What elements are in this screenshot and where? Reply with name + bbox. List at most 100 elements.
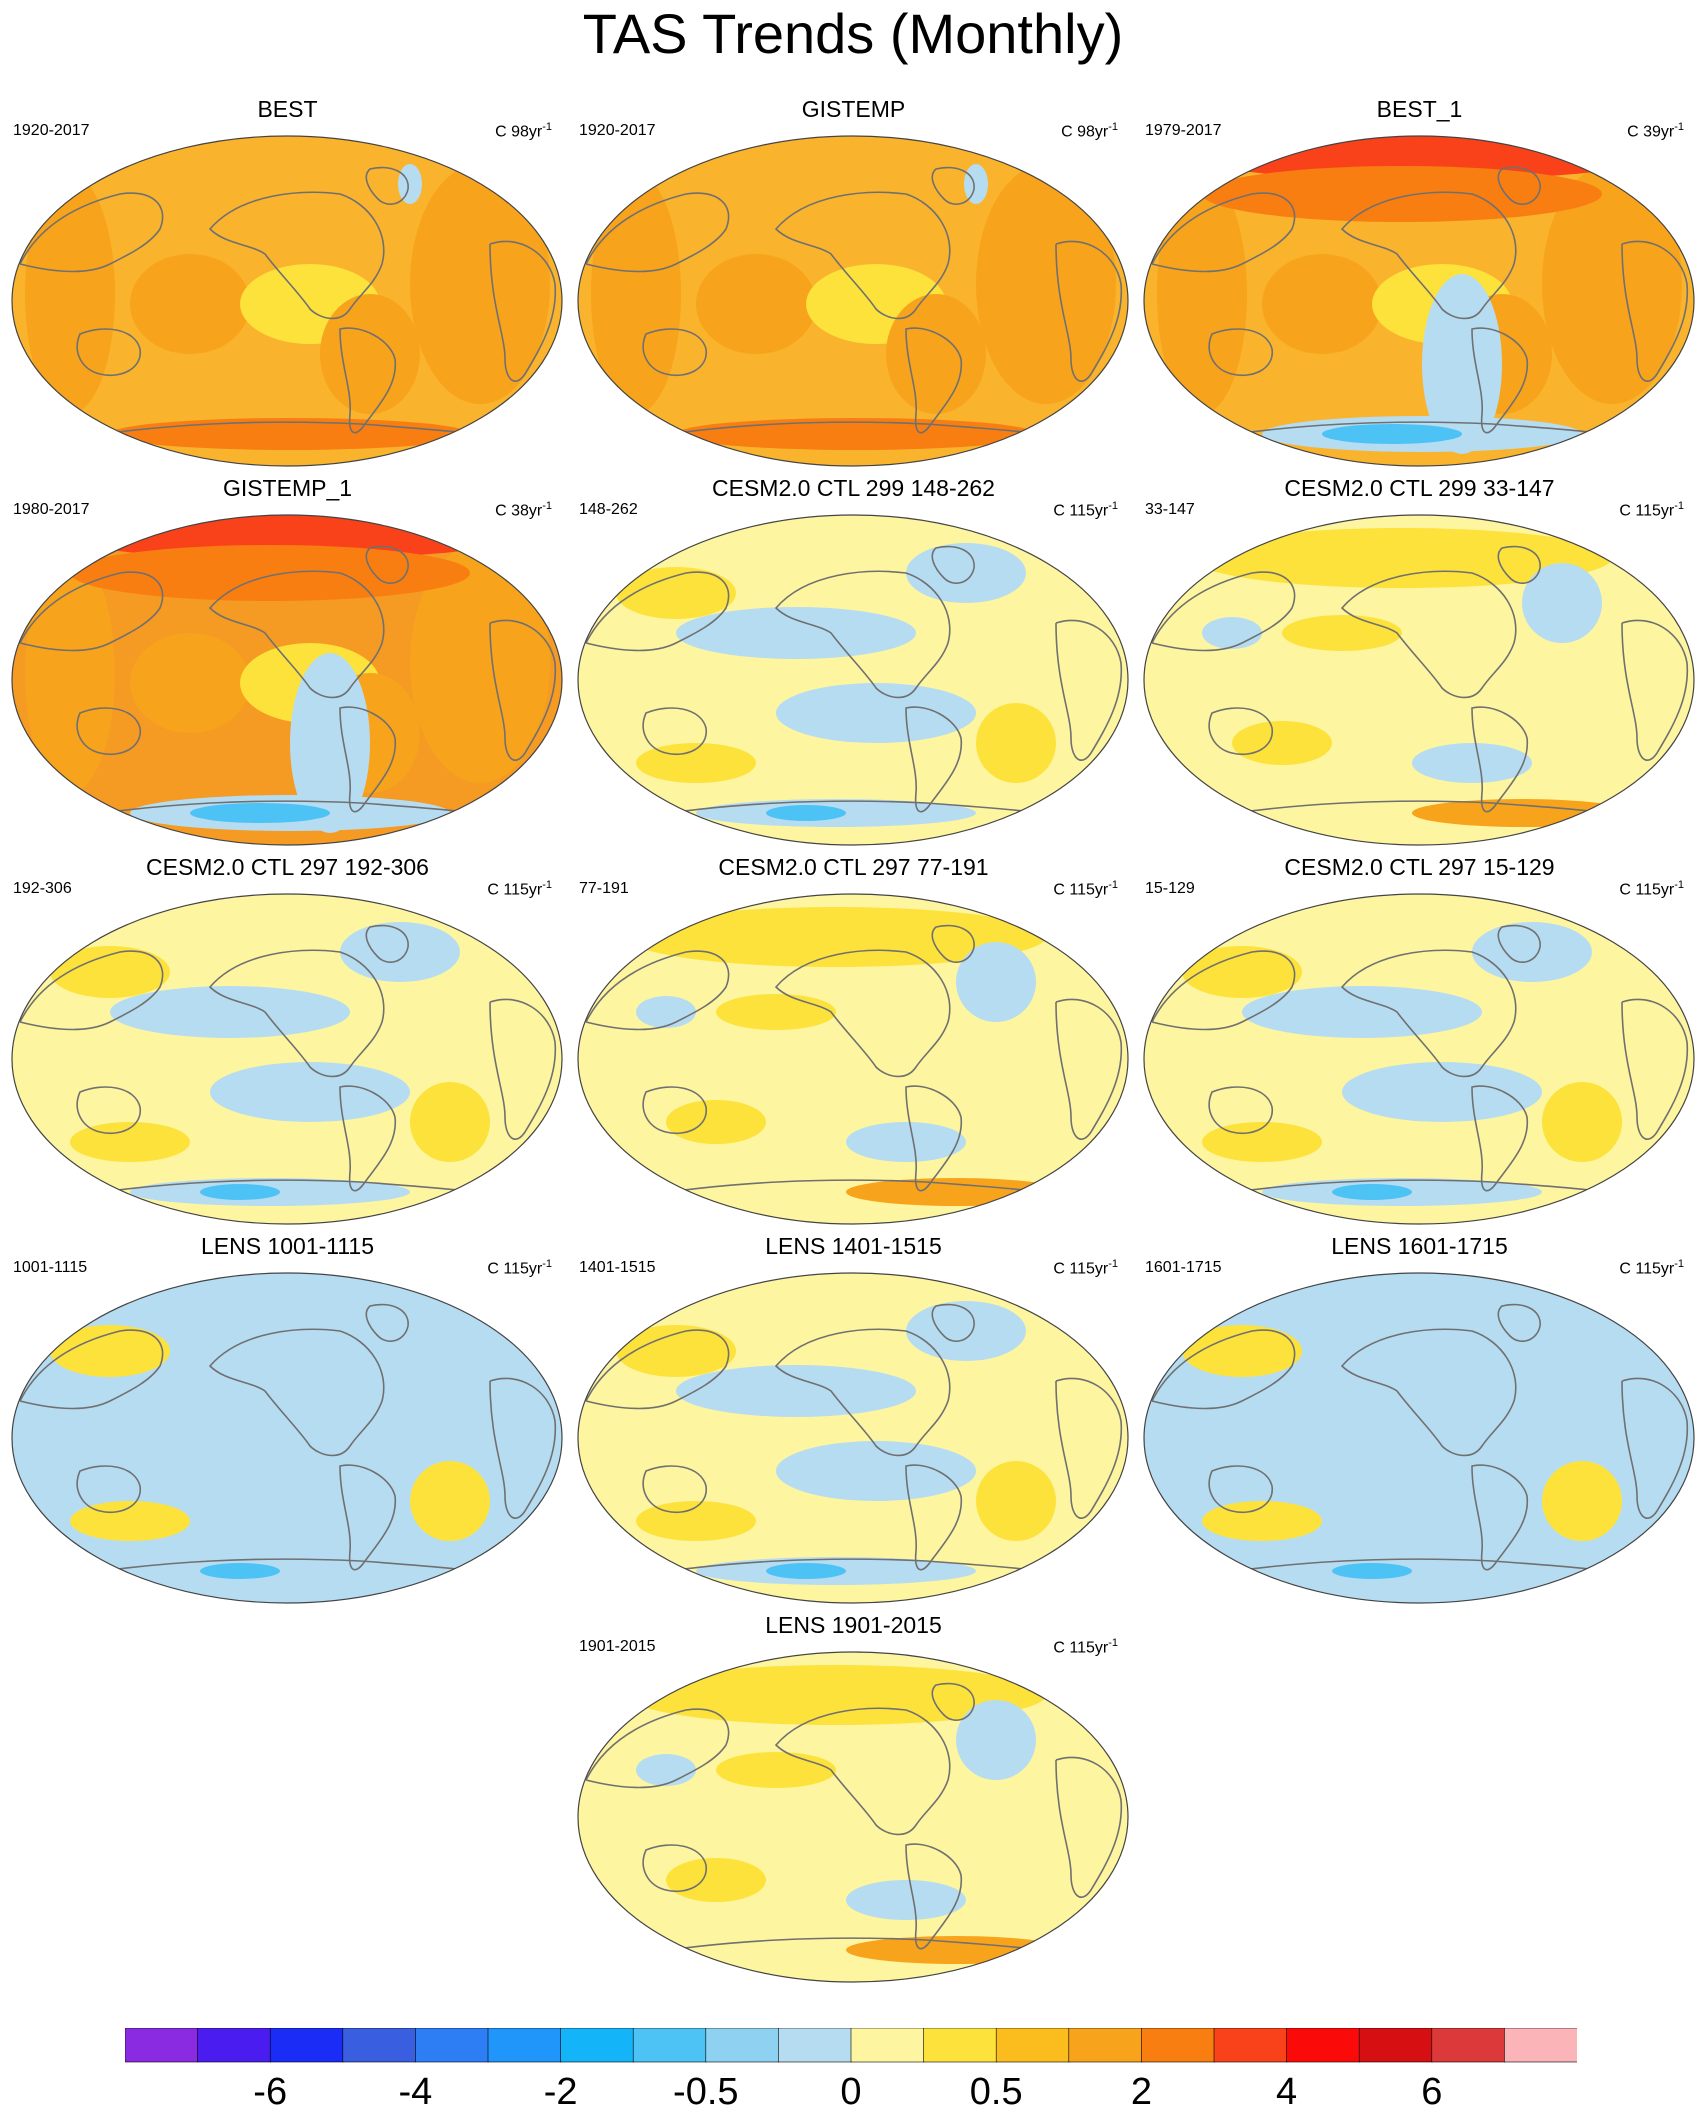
- coastline: [774, 1707, 951, 1836]
- units-exponent: -1: [542, 1258, 552, 1270]
- coastline: [208, 949, 385, 1078]
- coastline: [1055, 240, 1123, 382]
- warm-region: [1412, 799, 1632, 827]
- cool-region: [1342, 1062, 1542, 1122]
- cool-region: [906, 543, 1026, 603]
- panel-units: C 98yr-1: [495, 118, 552, 141]
- map-panel: BEST_1 1979-2017 C 39yr-1: [1137, 96, 1702, 476]
- coastline: [931, 924, 975, 963]
- cool-region: [200, 1184, 280, 1200]
- warm-region: [70, 545, 470, 601]
- cool-region: [210, 1441, 410, 1501]
- cool-region: [1472, 922, 1592, 982]
- coastline: [19, 950, 164, 1031]
- cool-region: [210, 1062, 410, 1122]
- map-outline: [11, 135, 563, 467]
- mild-region: [716, 994, 836, 1030]
- cool-region: [956, 942, 1036, 1022]
- coastline: [1208, 1465, 1273, 1513]
- mild-region: [1542, 1461, 1622, 1541]
- coastline: [1621, 240, 1689, 382]
- mild-region: [626, 1665, 1046, 1725]
- colorbar-swatch: [850, 2028, 925, 2063]
- coastline: [585, 571, 730, 652]
- map-field: [578, 515, 1128, 845]
- colorbar-swatch: [1431, 2028, 1506, 2063]
- colorbar-label: 6: [1421, 2071, 1443, 2113]
- colorbar-label: 0.5: [969, 2071, 1023, 2113]
- units-exponent: -1: [1108, 1637, 1118, 1649]
- mild-region: [626, 907, 1046, 967]
- units-exponent: -1: [542, 879, 552, 891]
- colorbar-swatch: [415, 2028, 489, 2063]
- panel-title: CESM2.0 CTL 297 192-306: [146, 854, 429, 880]
- coastline: [489, 998, 557, 1140]
- coastline: [208, 1328, 385, 1457]
- coastline: [365, 1303, 409, 1342]
- panel-title: CESM2.0 CTL 297 15-129: [1284, 854, 1555, 880]
- colorbar-swatch: [1068, 2028, 1143, 2063]
- warm-region: [25, 174, 115, 414]
- warm-region: [1542, 164, 1682, 404]
- map-field: [12, 894, 562, 1224]
- units-exponent: -1: [1108, 1258, 1118, 1270]
- panel-title: BEST_1: [1376, 96, 1463, 122]
- cool-region: [1202, 617, 1262, 649]
- mild-region: [1182, 1325, 1302, 1377]
- units-text: C 115yr: [1619, 502, 1675, 520]
- coastline: [76, 328, 141, 376]
- southern-ocean-cool-region: [1322, 424, 1462, 444]
- coastline: [931, 1682, 975, 1721]
- coastline: [585, 1329, 730, 1410]
- map-outline: [1143, 135, 1695, 467]
- mild-region: [616, 567, 736, 619]
- colorbar-swatch: [1358, 2028, 1433, 2063]
- coastline: [585, 950, 730, 1031]
- cool-region: [636, 996, 696, 1028]
- panel-period: 1920-2017: [13, 122, 90, 139]
- trend-map: [1143, 893, 1695, 1225]
- panel-title: LENS 1001-1115: [200, 1233, 375, 1259]
- coastline: [1055, 1756, 1123, 1898]
- map-field: [578, 1652, 1128, 1982]
- coastline: [1497, 166, 1541, 205]
- coastline: [1340, 1328, 1517, 1457]
- coastline: [1151, 571, 1296, 652]
- warm-region: [1262, 254, 1382, 354]
- cool-region: [1332, 1563, 1412, 1579]
- map-outline: [577, 1272, 1129, 1604]
- panel-period: 33-147: [1145, 501, 1195, 518]
- cool-region: [1242, 986, 1482, 1038]
- cool-region: [676, 1365, 916, 1417]
- units-exponent: -1: [1674, 121, 1684, 133]
- map-panel: LENS 1001-1115 1001-1115 C 115yr-1: [5, 1233, 570, 1613]
- mild-region: [976, 1461, 1056, 1541]
- mild-region: [50, 946, 170, 998]
- map-panel: LENS 1601-1715 1601-1715 C 115yr-1: [1137, 1233, 1702, 1613]
- map-field: [12, 1273, 562, 1603]
- map-outline: [11, 514, 563, 846]
- coastline: [1208, 1086, 1273, 1134]
- warm-region: [1157, 174, 1247, 414]
- cool-region: [846, 1122, 966, 1162]
- panel-title: GISTEMP: [801, 96, 906, 122]
- cool-region: [964, 164, 988, 204]
- cool-region: [676, 607, 916, 659]
- map-panel: CESM2.0 CTL 299 33-147 33-147 C 115yr-1: [1137, 475, 1702, 855]
- coastline: [1497, 545, 1541, 584]
- trend-map: [577, 893, 1129, 1225]
- warm-region: [846, 1936, 1066, 1964]
- panel-units: C 115yr-1: [1053, 1634, 1118, 1657]
- mild-region: [1232, 721, 1332, 765]
- coastline: [1621, 619, 1689, 761]
- cool-region: [1522, 563, 1602, 643]
- coastline: [1055, 619, 1123, 761]
- coastline: [208, 191, 385, 320]
- warm-region: [410, 543, 550, 783]
- coastline: [931, 166, 975, 205]
- map-panel: LENS 1401-1515 1401-1515 C 115yr-1: [571, 1233, 1136, 1613]
- map-outline: [1143, 514, 1695, 846]
- mild-region: [1192, 528, 1612, 588]
- panel-period: 1979-2017: [1145, 122, 1222, 139]
- coastline: [1621, 1377, 1689, 1519]
